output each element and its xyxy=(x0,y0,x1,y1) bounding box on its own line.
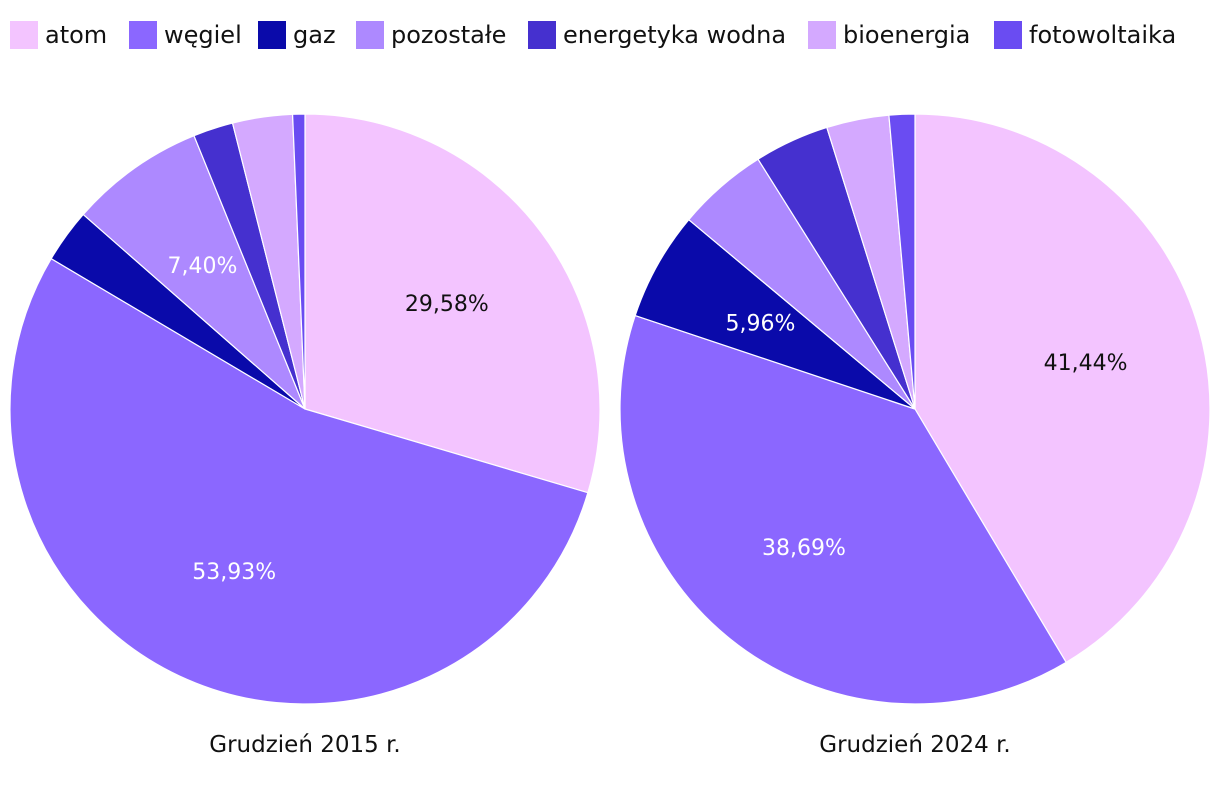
legend-item-energetyka-wodna: energetyka wodna xyxy=(528,18,786,52)
legend-swatch xyxy=(258,21,286,49)
legend-label: bioenergia xyxy=(843,21,971,49)
legend-swatch xyxy=(808,21,836,49)
pie-slice-pozostale xyxy=(82,134,306,410)
legend-swatch xyxy=(10,21,38,49)
legend-label: energetyka wodna xyxy=(563,21,787,49)
legend-item-pozostale: pozostałe xyxy=(356,18,506,52)
legend: atom węgiel gaz pozostałe energetyka wod… xyxy=(0,18,1220,52)
legend-item-bioenergia: bioenergia xyxy=(808,18,970,52)
legend-label: fotowoltaika xyxy=(1029,21,1177,49)
pie-slice-atom xyxy=(914,113,1211,664)
legend-item-gaz: gaz xyxy=(258,18,336,52)
legend-swatch xyxy=(994,21,1022,49)
pie-chart-2015: 29,58% 53,93% 7,40% xyxy=(9,113,601,705)
legend-item-atom: atom xyxy=(10,18,107,52)
data-label-wegiel: 53,93% xyxy=(192,560,276,585)
pie-slice-wegiel xyxy=(619,314,1067,705)
legend-item-fotowoltaika: fotowoltaika xyxy=(994,18,1176,52)
legend-label: pozostałe xyxy=(391,21,507,49)
legend-label: atom xyxy=(45,21,108,49)
legend-item-wegiel: węgiel xyxy=(129,18,242,52)
pie-chart-2024: 41,44% 38,69% 5,96% xyxy=(619,113,1211,705)
data-label-atom: 41,44% xyxy=(1044,351,1128,376)
legend-swatch xyxy=(129,21,157,49)
legend-label: węgiel xyxy=(164,21,242,49)
pie-slice-fotowoltaika xyxy=(291,113,306,410)
pie-slice-atom xyxy=(304,113,601,494)
data-label-gaz: 5,96% xyxy=(726,312,796,337)
data-label-pozostale: 7,40% xyxy=(167,254,237,279)
data-label-atom: 29,58% xyxy=(405,292,489,317)
pie-slice-fotowoltaika xyxy=(888,113,916,410)
pie-title-2015: Grudzień 2015 r. xyxy=(209,732,400,758)
pie-title-2024: Grudzień 2024 r. xyxy=(819,732,1010,758)
legend-swatch xyxy=(528,21,556,49)
legend-swatch xyxy=(356,21,384,49)
legend-label: gaz xyxy=(293,21,336,49)
pie-slice-wegiel xyxy=(9,257,589,705)
data-label-wegiel: 38,69% xyxy=(762,536,846,561)
